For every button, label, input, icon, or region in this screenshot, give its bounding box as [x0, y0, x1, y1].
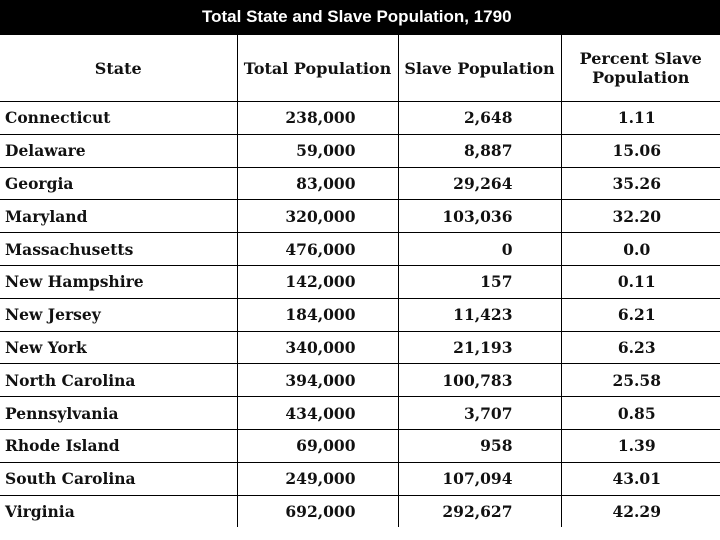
cell-slave: 8,887 [397, 133, 562, 168]
table-title: Total State and Slave Population, 1790 [0, 0, 720, 34]
cell-slave: 292,627 [397, 494, 562, 528]
table-row: North Carolina 394,000 100,783 25.58 [0, 363, 720, 398]
cell-percent: 42.29 [560, 494, 720, 528]
cell-state: New York [0, 330, 238, 365]
header-total-population: Total Population [236, 34, 399, 102]
cell-state: North Carolina [0, 363, 238, 398]
cell-percent: 32.20 [560, 199, 720, 234]
cell-state: Delaware [0, 133, 238, 168]
cell-percent: 6.21 [560, 297, 720, 332]
cell-percent: 15.06 [560, 133, 720, 168]
cell-total: 59,000 [236, 133, 399, 168]
table-row: Delaware 59,000 8,887 15.06 [0, 133, 720, 168]
cell-total: 69,000 [236, 428, 399, 463]
cell-slave: 29,264 [397, 166, 562, 201]
cell-total: 238,000 [236, 101, 399, 135]
population-table: State Total Population Slave Population … [0, 34, 720, 528]
header-row: State Total Population Slave Population … [0, 34, 720, 102]
cell-slave: 21,193 [397, 330, 562, 365]
cell-state: Georgia [0, 166, 238, 201]
table-row: Rhode Island 69,000 958 1.39 [0, 428, 720, 463]
cell-percent: 43.01 [560, 461, 720, 496]
cell-slave: 100,783 [397, 363, 562, 398]
cell-state: Maryland [0, 199, 238, 234]
cell-total: 142,000 [236, 264, 399, 299]
table-row: Virginia 692,000 292,627 42.29 [0, 494, 720, 528]
table-row: Pennsylvania 434,000 3,707 0.85 [0, 396, 720, 430]
table-row: Georgia 83,000 29,264 35.26 [0, 166, 720, 201]
table-row: Connecticut 238,000 2,648 1.11 [0, 101, 720, 135]
cell-percent: 6.23 [560, 330, 720, 365]
cell-slave: 11,423 [397, 297, 562, 332]
cell-state: New Hampshire [0, 264, 238, 299]
cell-slave: 3,707 [397, 396, 562, 430]
cell-state: Rhode Island [0, 428, 238, 463]
cell-percent: 35.26 [560, 166, 720, 201]
table-row: South Carolina 249,000 107,094 43.01 [0, 461, 720, 496]
cell-state: Virginia [0, 494, 238, 528]
cell-slave: 107,094 [397, 461, 562, 496]
cell-total: 394,000 [236, 363, 399, 398]
cell-total: 184,000 [236, 297, 399, 332]
cell-slave: 0 [397, 232, 562, 266]
table-row: New York 340,000 21,193 6.23 [0, 330, 720, 365]
cell-total: 320,000 [236, 199, 399, 234]
cell-percent: 25.58 [560, 363, 720, 398]
cell-percent: 0.85 [560, 396, 720, 430]
table-row: Massachusetts 476,000 0 0.0 [0, 232, 720, 266]
cell-percent: 1.11 [560, 101, 720, 135]
cell-percent: 1.39 [560, 428, 720, 463]
cell-slave: 958 [397, 428, 562, 463]
cell-total: 692,000 [236, 494, 399, 528]
cell-total: 434,000 [236, 396, 399, 430]
cell-slave: 157 [397, 264, 562, 299]
cell-total: 476,000 [236, 232, 399, 266]
cell-slave: 103,036 [397, 199, 562, 234]
table-row: New Hampshire 142,000 157 0.11 [0, 264, 720, 299]
cell-total: 83,000 [236, 166, 399, 201]
cell-state: New Jersey [0, 297, 238, 332]
table-row: New Jersey 184,000 11,423 6.21 [0, 297, 720, 332]
cell-state: South Carolina [0, 461, 238, 496]
header-state: State [0, 34, 238, 102]
cell-percent: 0.0 [560, 232, 720, 266]
cell-state: Pennsylvania [0, 396, 238, 430]
cell-slave: 2,648 [397, 101, 562, 135]
cell-total: 340,000 [236, 330, 399, 365]
cell-percent: 0.11 [560, 264, 720, 299]
table-row: Maryland 320,000 103,036 32.20 [0, 199, 720, 234]
cell-total: 249,000 [236, 461, 399, 496]
cell-state: Connecticut [0, 101, 238, 135]
cell-state: Massachusetts [0, 232, 238, 266]
header-percent-slave: Percent Slave Population [560, 34, 720, 102]
header-slave-population: Slave Population [397, 34, 562, 102]
